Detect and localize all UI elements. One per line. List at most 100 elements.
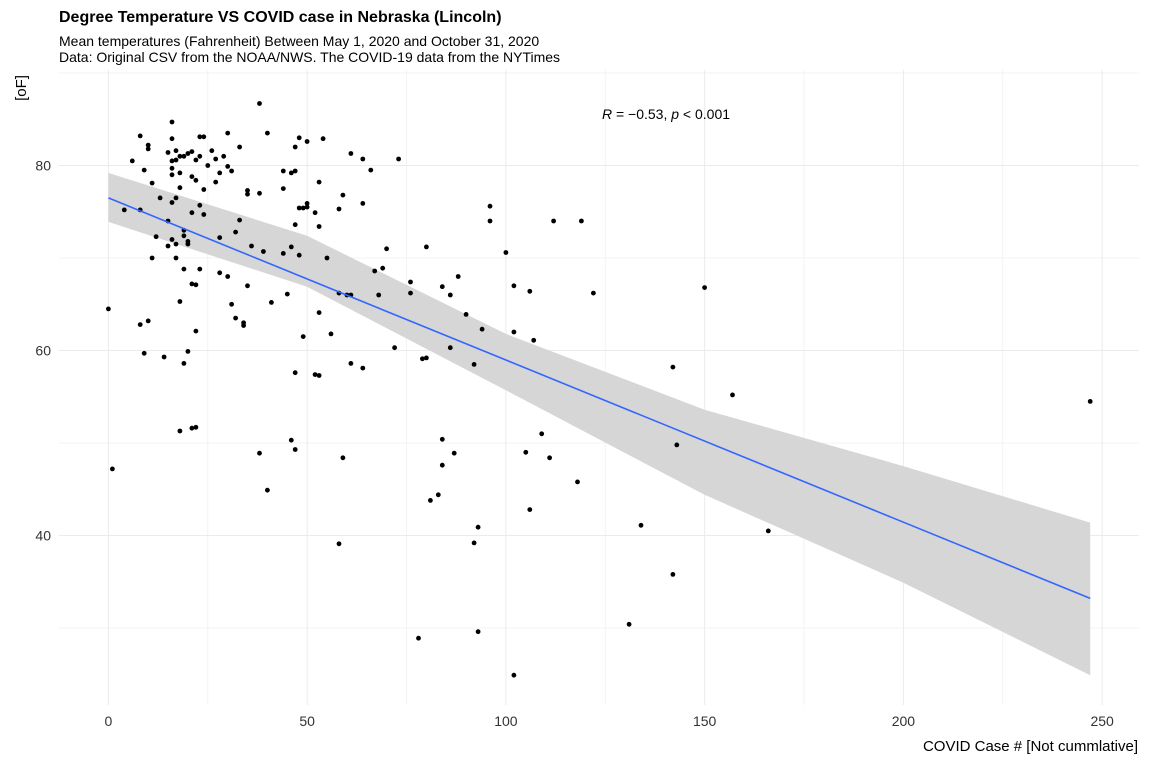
y-tick-label: 80 bbox=[35, 158, 51, 174]
data-point bbox=[296, 135, 302, 141]
data-point bbox=[249, 243, 254, 249]
data-point bbox=[141, 350, 147, 356]
data-point bbox=[316, 224, 322, 229]
data-point bbox=[177, 185, 183, 191]
data-points bbox=[106, 101, 1093, 678]
annotation-p-value: < 0.001 bbox=[679, 106, 730, 122]
data-point bbox=[173, 157, 179, 163]
data-point bbox=[511, 329, 517, 335]
data-point bbox=[241, 323, 247, 328]
data-point bbox=[360, 365, 366, 371]
data-point bbox=[173, 255, 179, 261]
data-point bbox=[348, 151, 354, 156]
y-tick-label: 60 bbox=[35, 343, 51, 359]
data-point bbox=[233, 315, 239, 321]
data-point bbox=[408, 279, 413, 285]
data-point bbox=[177, 428, 183, 434]
data-point bbox=[702, 285, 707, 290]
data-point bbox=[300, 205, 306, 211]
data-point bbox=[527, 288, 533, 294]
data-point bbox=[280, 168, 286, 174]
data-point bbox=[296, 252, 302, 258]
data-point bbox=[439, 462, 445, 468]
data-point bbox=[201, 187, 207, 192]
x-tick-label: 50 bbox=[299, 713, 315, 729]
data-point bbox=[384, 246, 389, 252]
data-point bbox=[324, 255, 330, 261]
data-point bbox=[638, 522, 644, 528]
data-point bbox=[320, 136, 326, 142]
data-point bbox=[185, 151, 191, 156]
data-point bbox=[197, 153, 203, 159]
data-point bbox=[173, 241, 179, 247]
data-point bbox=[280, 251, 286, 256]
data-point bbox=[292, 222, 298, 228]
data-point bbox=[316, 179, 322, 185]
x-tick-label: 150 bbox=[693, 713, 717, 729]
data-point bbox=[292, 370, 298, 376]
data-point bbox=[300, 334, 306, 339]
data-point bbox=[106, 306, 111, 312]
data-point bbox=[181, 266, 187, 272]
data-point bbox=[181, 361, 187, 366]
data-point bbox=[169, 237, 175, 242]
x-tick-label: 100 bbox=[494, 713, 518, 729]
data-point bbox=[348, 361, 354, 366]
data-point bbox=[157, 195, 163, 201]
data-point bbox=[217, 170, 223, 176]
data-point bbox=[591, 290, 596, 296]
data-point bbox=[523, 449, 529, 455]
x-tick-label: 200 bbox=[892, 713, 916, 729]
data-point bbox=[181, 233, 187, 239]
data-point bbox=[189, 210, 195, 216]
data-point bbox=[181, 153, 187, 159]
data-point bbox=[225, 130, 231, 136]
data-point bbox=[233, 229, 239, 235]
data-point bbox=[296, 205, 302, 211]
data-point bbox=[360, 156, 366, 162]
annotation-r-value: = −0.53, bbox=[612, 106, 671, 122]
data-point bbox=[137, 322, 143, 327]
data-point bbox=[424, 355, 429, 361]
data-point bbox=[153, 234, 159, 240]
data-point bbox=[217, 235, 223, 241]
data-point bbox=[189, 281, 195, 287]
data-point bbox=[209, 148, 215, 154]
data-point bbox=[439, 284, 445, 290]
data-point bbox=[269, 300, 274, 305]
data-point bbox=[304, 204, 310, 210]
y-axis-title: [oF] bbox=[13, 75, 30, 101]
data-point bbox=[213, 156, 219, 162]
data-point bbox=[304, 139, 310, 144]
data-point bbox=[312, 372, 318, 377]
data-point bbox=[674, 442, 680, 448]
data-point bbox=[177, 299, 183, 304]
data-point bbox=[503, 250, 509, 255]
chart-title: Degree Temperature VS COVID case in Nebr… bbox=[59, 9, 502, 26]
data-point bbox=[121, 207, 127, 213]
data-point bbox=[229, 168, 235, 174]
data-point bbox=[511, 283, 517, 289]
data-point bbox=[145, 146, 151, 152]
data-point bbox=[288, 244, 294, 250]
data-point bbox=[201, 134, 207, 140]
data-point bbox=[539, 431, 545, 437]
data-point bbox=[284, 291, 290, 297]
x-axis-ticks: 0 50 100 150 200 250 bbox=[105, 713, 1115, 729]
data-point bbox=[396, 156, 401, 162]
data-point bbox=[475, 629, 481, 635]
data-point bbox=[463, 312, 469, 317]
data-point bbox=[169, 158, 175, 164]
data-point bbox=[372, 268, 378, 274]
data-point bbox=[197, 134, 203, 140]
x-axis-title: COVID Case # [Not cummlative] bbox=[923, 738, 1138, 755]
data-point bbox=[177, 153, 183, 159]
data-point bbox=[392, 345, 397, 351]
data-point bbox=[447, 345, 453, 351]
data-point bbox=[245, 191, 250, 197]
data-point bbox=[1087, 399, 1093, 404]
chart-subtitle: Mean temperatures (Fahrenheit) Between M… bbox=[59, 33, 561, 65]
data-point bbox=[197, 266, 203, 272]
data-point bbox=[292, 447, 298, 452]
